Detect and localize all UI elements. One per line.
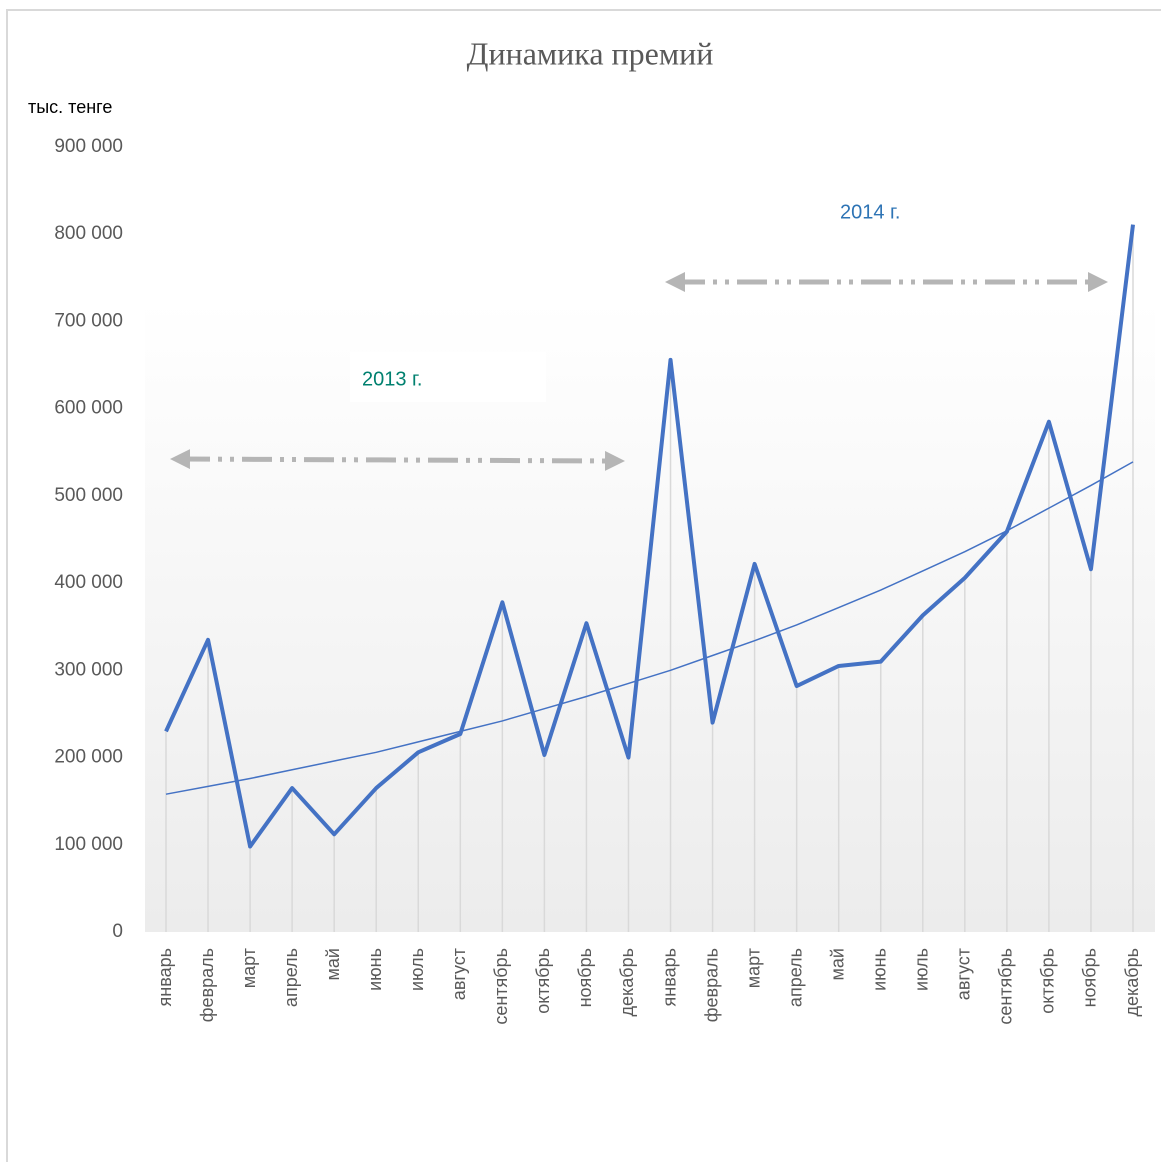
x-tick: август: [954, 948, 974, 1000]
x-tick: март: [239, 948, 259, 988]
x-tick-label: август: [449, 948, 469, 1000]
y-tick-label: 0: [112, 921, 123, 942]
x-tick-label: январь: [659, 948, 679, 1006]
x-tick-label: сентябрь: [996, 948, 1016, 1025]
annotation-box: [350, 352, 546, 402]
trendline: [165, 461, 1134, 795]
y-tick-label: 400 000: [54, 572, 123, 593]
x-tick-label: апрель: [785, 948, 805, 1007]
x-tick-label: февраль: [701, 948, 721, 1022]
x-tick-label: декабрь: [617, 948, 637, 1017]
y-tick-label: 200 000: [54, 747, 123, 768]
x-tick-label: март: [239, 948, 259, 988]
x-tick-label: январь: [155, 948, 175, 1006]
y-tick-label: 300 000: [54, 659, 123, 680]
x-tick: октябрь: [533, 948, 553, 1014]
x-tick: декабрь: [617, 948, 637, 1017]
x-tick: апрель: [785, 948, 805, 1007]
x-tick: май: [827, 948, 847, 980]
x-tick-label: октябрь: [1038, 948, 1058, 1014]
x-tick-label: ноябрь: [575, 948, 595, 1007]
chart-border: [6, 9, 1161, 1162]
x-tick: сентябрь: [996, 948, 1016, 1025]
x-tick-label: октябрь: [533, 948, 553, 1014]
x-tick: январь: [659, 948, 679, 1006]
x-tick-label: декабрь: [1122, 948, 1142, 1017]
y-tick-label: 800 000: [54, 223, 123, 244]
x-tick: ноябрь: [575, 948, 595, 1007]
x-tick: июль: [912, 948, 932, 991]
data-line: [164, 224, 1135, 849]
x-tick-label: ноябрь: [1080, 948, 1100, 1007]
x-tick-label: июль: [912, 948, 932, 991]
x-tick-label: февраль: [197, 948, 217, 1022]
x-tick: февраль: [701, 948, 721, 1022]
y-tick-label: 700 000: [54, 310, 123, 331]
x-tick-label: май: [323, 948, 343, 980]
x-tick: июль: [407, 948, 427, 991]
y-tick-label: 900 000: [54, 136, 123, 157]
x-tick: апрель: [281, 948, 301, 1007]
x-tick: февраль: [197, 948, 217, 1022]
x-tick-label: март: [743, 948, 763, 988]
y-tick-label: 600 000: [54, 398, 123, 419]
x-tick-label: апрель: [281, 948, 301, 1007]
x-tick: май: [323, 948, 343, 980]
x-tick: март: [743, 948, 763, 988]
x-tick-label: июнь: [365, 948, 385, 991]
x-tick: январь: [155, 948, 175, 1006]
y-tick-label: 100 000: [54, 834, 123, 855]
x-tick-label: сентябрь: [491, 948, 511, 1025]
chart-title: Динамика премий: [467, 35, 714, 71]
x-tick: август: [449, 948, 469, 1000]
x-tick-label: июль: [407, 948, 427, 991]
x-tick-label: август: [954, 948, 974, 1000]
x-tick: октябрь: [1038, 948, 1058, 1014]
x-tick: декабрь: [1122, 948, 1142, 1017]
annotation: 2014 г.: [840, 201, 900, 223]
plot-background: [145, 300, 1155, 932]
x-tick-label: июнь: [869, 948, 889, 991]
x-tick: ноябрь: [1080, 948, 1100, 1007]
y-tick-label: 500 000: [54, 485, 123, 506]
annotation: 2013 г.: [362, 368, 422, 390]
y-axis-label: тыс. тенге: [28, 97, 112, 117]
x-tick: июнь: [869, 948, 889, 991]
x-tick-label: май: [827, 948, 847, 980]
arrow: [170, 449, 625, 471]
x-tick: сентябрь: [491, 948, 511, 1025]
x-tick: июнь: [365, 948, 385, 991]
